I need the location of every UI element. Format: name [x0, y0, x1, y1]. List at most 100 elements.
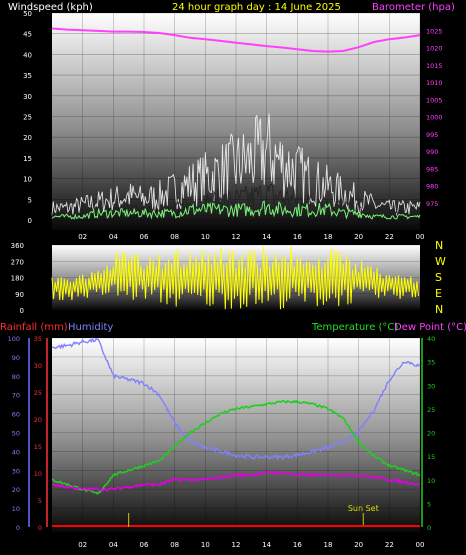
wind-y-tick-label: 30	[23, 93, 32, 101]
wind-y-tick-label: 10	[23, 176, 32, 184]
direction-y-tick-label: 0	[20, 307, 24, 315]
humidity-axis-label: Humidity	[68, 322, 113, 333]
barometer-y-tick-label: 990	[426, 148, 438, 156]
rainfall-y-tick-label: 10	[34, 470, 42, 478]
barometer-y-tick-label: 1010	[426, 79, 443, 87]
direction-y-tick-label: 270	[11, 258, 24, 266]
direction-y-tick-label: 180	[11, 275, 24, 283]
temperature-y-tick-label: 30	[427, 382, 435, 390]
wind-x-tick-label: 00	[416, 233, 425, 241]
wind-y-tick-label: 25	[23, 114, 32, 122]
sunset-marker: Sun Set	[348, 504, 379, 527]
rainfall-axis-label: Rainfall (mm)	[0, 322, 68, 333]
sunset-label: Sun Set	[348, 504, 379, 513]
wind-y-tick-label: 5	[28, 196, 32, 204]
wind-x-tick-label: 16	[293, 233, 302, 241]
wind-y-tick-label: 20	[23, 134, 32, 142]
wind-x-tick-label: 02	[78, 233, 87, 241]
temperature-x-tick-label: 22	[385, 541, 394, 549]
humidity-y-tick-label: 80	[12, 373, 20, 381]
barometer-y-tick-label: 1015	[426, 62, 443, 70]
rainfall-y-tick-label: 5	[38, 497, 42, 505]
humidity-y-tick-label: 20	[12, 486, 20, 494]
temperature-y-tick-label: 20	[427, 430, 435, 438]
wind-x-tick-label: 12	[232, 233, 241, 241]
temperature-x-tick-label: 02	[78, 541, 87, 549]
temperature-x-tick-label: 20	[354, 541, 363, 549]
wind-y-tick-label: 35	[23, 72, 32, 80]
compass-labels: N W S E N	[435, 239, 446, 316]
temperature-y-tick-label: 35	[427, 359, 435, 367]
humidity-y-tick-label: 60	[12, 411, 20, 419]
wind-x-tick-label: 06	[140, 233, 149, 241]
temperature-x-tick-label: 18	[324, 541, 333, 549]
temperature-series-line	[51, 399, 421, 495]
temperature-y-tick-label: 15	[427, 453, 435, 461]
barometer-y-tick-label: 985	[426, 165, 438, 173]
dewpoint-axis-label: Dew Point (°C)	[394, 322, 466, 333]
barometer-y-tick-label: 980	[426, 183, 438, 191]
direction-y-tick-label: 360	[11, 242, 24, 250]
rainfall-y-tick-label: 30	[34, 362, 42, 370]
temperature-x-tick-label: 06	[140, 541, 149, 549]
dewpoint-series-line	[51, 470, 421, 492]
windspeed-axis-label: Windspeed (kph)	[8, 2, 93, 13]
compass-e: E	[435, 287, 442, 300]
temperature-axis-label: Temperature (°C)	[311, 322, 398, 333]
compass-n-top: N	[435, 239, 443, 252]
temperature-x-tick-label: 00	[416, 541, 425, 549]
barometer-axis-label: Barometer (hpa)	[372, 2, 455, 13]
barometer-y-tick-label: 995	[426, 131, 438, 139]
humidity-y-tick-label: 0	[16, 524, 20, 532]
compass-s: S	[435, 271, 442, 284]
wind-direction-series-line	[51, 246, 419, 310]
wind-x-tick-label: 04	[109, 233, 118, 241]
humidity-series-line	[51, 336, 421, 461]
humidity-y-tick-label: 10	[12, 505, 20, 513]
temperature-x-tick-label: 16	[293, 541, 302, 549]
rainfall-y-tick-label: 15	[34, 443, 42, 451]
temperature-y-tick-label: 10	[427, 477, 435, 485]
humidity-y-tick-label: 50	[12, 430, 20, 438]
wind-y-tick-label: 0	[28, 217, 32, 225]
wind-x-tick-label: 14	[262, 233, 271, 241]
rainfall-y-tick-label: 20	[34, 416, 42, 424]
rainfall-y-tick-label: 0	[38, 524, 42, 532]
barometer-series-line	[51, 27, 421, 53]
wind-y-tick-label: 40	[23, 51, 32, 59]
temperature-x-tick-label: 12	[232, 541, 241, 549]
avg-wind-series-line	[51, 200, 421, 220]
humidity-y-tick-label: 30	[12, 467, 20, 475]
barometer-y-tick-label: 975	[426, 200, 438, 208]
temperature-x-tick-label: 10	[201, 541, 210, 549]
direction-y-tick-label: 90	[15, 291, 24, 299]
temperature-y-tick-label: 40	[427, 335, 435, 343]
wind-x-tick-label: 20	[354, 233, 363, 241]
temperature-y-tick-label: 25	[427, 406, 435, 414]
wind-y-tick-label: 50	[23, 10, 32, 18]
temperature-x-tick-label: 08	[170, 541, 179, 549]
rainfall-y-tick-label: 25	[34, 389, 42, 397]
humidity-y-tick-label: 90	[12, 354, 20, 362]
humidity-y-tick-label: 100	[8, 335, 20, 343]
chart-marks: 0510152025303540455097598098599099510001…	[8, 10, 443, 549]
wind-x-tick-label: 22	[385, 233, 394, 241]
chart-title: 24 hour graph day : 14 June 2025	[172, 2, 341, 13]
rainfall-y-tick-label: 35	[34, 335, 42, 343]
wind-x-tick-label: 18	[324, 233, 333, 241]
barometer-y-tick-label: 1025	[426, 27, 443, 35]
barometer-y-tick-label: 1005	[426, 96, 443, 104]
barometer-y-tick-label: 1000	[426, 114, 443, 122]
wind-x-tick-label: 10	[201, 233, 210, 241]
temperature-y-tick-label: 0	[427, 524, 431, 532]
temperature-x-tick-label: 14	[262, 541, 271, 549]
wind-series-line	[51, 183, 421, 220]
humidity-y-tick-label: 40	[12, 448, 20, 456]
gust-series-line	[51, 113, 421, 217]
wind-y-tick-label: 45	[23, 31, 32, 39]
compass-w: W	[435, 255, 446, 268]
barometer-y-tick-label: 1020	[426, 45, 443, 53]
wind-y-tick-label: 15	[23, 155, 32, 163]
temperature-y-tick-label: 5	[427, 500, 431, 508]
